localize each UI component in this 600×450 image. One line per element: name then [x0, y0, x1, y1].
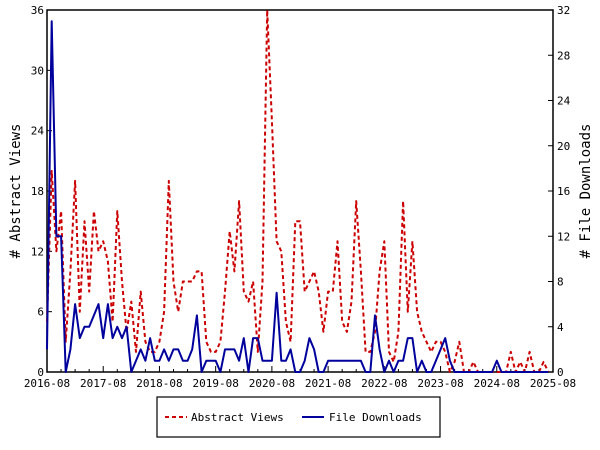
right-tick-label: 16 [557, 185, 570, 198]
right-tick-label: 32 [557, 4, 570, 17]
x-tick-label: 2023-08 [417, 377, 463, 390]
right-tick-label: 8 [557, 276, 564, 289]
x-tick-label: 2024-08 [474, 377, 520, 390]
x-tick-label: 2022-08 [361, 377, 407, 390]
left-tick-label: 18 [31, 185, 44, 198]
left-y-axis: 0 6 12 18 24 30 36 [31, 4, 52, 379]
x-axis: 2016-08 2017-08 2018-08 2019-08 2020-08 2021-… [24, 366, 576, 390]
right-tick-label: 28 [557, 49, 570, 62]
left-tick-label: 0 [37, 366, 44, 379]
left-axis-title: # Abstract Views [8, 124, 24, 259]
x-tick-label: 2021-08 [305, 377, 351, 390]
right-tick-label: 0 [557, 366, 564, 379]
series-layer [46, 9, 550, 373]
x-tick-label: 2018-08 [136, 377, 182, 390]
plot-frame [46, 9, 554, 373]
right-y-axis: 0 4 8 12 16 20 24 28 32 [548, 4, 571, 379]
legend-box [156, 396, 441, 438]
x-tick-label: 2017-08 [80, 377, 126, 390]
right-axis-title: # File Downloads [578, 124, 594, 259]
legend-label-abstract-views: Abstract Views [191, 411, 284, 424]
left-tick-label: 30 [31, 64, 44, 77]
x-tick-label: 2025-08 [530, 377, 576, 390]
left-tick-label: 36 [31, 4, 44, 17]
left-tick-label: 6 [37, 306, 44, 319]
series-line-file-downloads [46, 20, 549, 373]
right-tick-label: 4 [557, 321, 564, 334]
legend: Abstract Views File Downloads [156, 396, 441, 438]
left-tick-label: 24 [31, 125, 45, 138]
legend-label-file-downloads: File Downloads [329, 411, 422, 424]
x-tick-label: 2020-08 [249, 377, 295, 390]
right-tick-label: 20 [557, 140, 570, 153]
left-tick-label: 12 [31, 245, 44, 258]
right-tick-label: 24 [557, 95, 571, 108]
series-line-abstract-views [46, 9, 550, 373]
x-tick-label: 2019-08 [192, 377, 238, 390]
right-tick-label: 12 [557, 230, 570, 243]
x-tick-label: 2016-08 [24, 377, 70, 390]
